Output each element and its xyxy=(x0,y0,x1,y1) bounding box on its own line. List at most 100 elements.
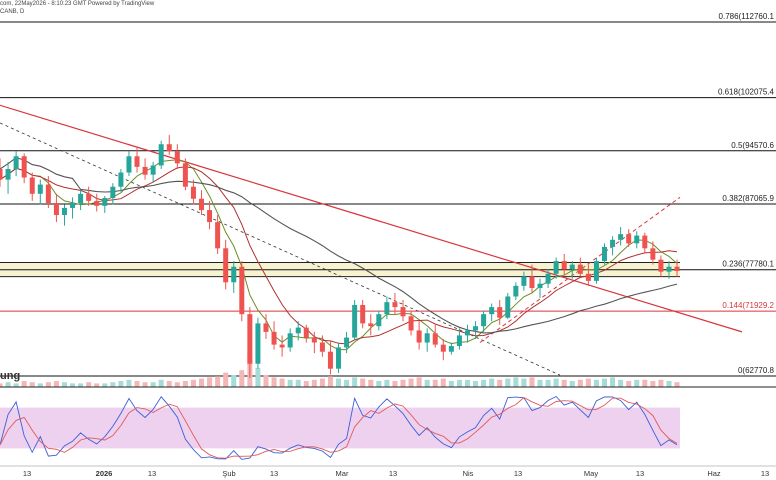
volume-bar-63 xyxy=(505,379,510,387)
candle-body-34 xyxy=(272,332,277,345)
candle-body-67 xyxy=(538,284,543,288)
volume-bar-1 xyxy=(6,382,11,387)
candle-body-76 xyxy=(610,240,615,247)
volume-bar-28 xyxy=(223,373,228,387)
volume-bar-41 xyxy=(328,376,333,387)
candle-body-47 xyxy=(376,314,381,326)
candle-body-19 xyxy=(151,165,156,174)
candle-body-66 xyxy=(529,277,534,288)
volume-bar-6 xyxy=(46,382,51,387)
candle-body-28 xyxy=(223,248,228,282)
volume-bar-49 xyxy=(392,381,397,387)
volume-label: ung xyxy=(0,370,20,382)
candle-body-69 xyxy=(554,261,559,274)
candle-body-50 xyxy=(401,307,406,316)
volume-bar-79 xyxy=(634,380,639,387)
candle-body-14 xyxy=(110,187,115,198)
volume-bar-60 xyxy=(481,380,486,387)
x-tick-label-7: Nis xyxy=(463,469,474,478)
volume-bar-11 xyxy=(86,382,91,387)
volume-bar-74 xyxy=(594,380,599,387)
downtrend-line-red xyxy=(0,105,742,332)
ma-mid-line xyxy=(0,167,677,344)
volume-bar-51 xyxy=(409,379,414,387)
volume-bar-4 xyxy=(30,382,35,387)
candle-body-1 xyxy=(6,169,11,180)
candle-body-61 xyxy=(489,307,494,314)
volume-bar-29 xyxy=(231,375,236,387)
volume-bar-16 xyxy=(126,380,131,387)
candle-body-4 xyxy=(30,178,35,194)
volume-bar-56 xyxy=(449,381,454,387)
candle-body-23 xyxy=(183,163,188,186)
candle-body-6 xyxy=(46,185,51,203)
fib-label-2: 0.5(94570.6 xyxy=(731,141,774,150)
volume-bar-77 xyxy=(618,380,623,387)
volume-bar-61 xyxy=(489,379,494,387)
volume-bar-62 xyxy=(497,380,502,387)
candle-body-53 xyxy=(425,333,430,342)
volume-bar-7 xyxy=(54,381,59,387)
candle-body-60 xyxy=(481,314,486,326)
volume-bar-10 xyxy=(78,383,83,387)
candle-body-81 xyxy=(650,248,655,259)
volume-bar-75 xyxy=(602,379,607,387)
volume-bar-23 xyxy=(183,381,188,387)
candle-body-37 xyxy=(296,328,301,334)
volume-bar-13 xyxy=(102,383,107,387)
volume-bar-52 xyxy=(417,377,422,387)
volume-bar-58 xyxy=(465,380,470,387)
stoch-band xyxy=(0,408,680,449)
ma-fast-line xyxy=(0,160,677,350)
candle-body-74 xyxy=(594,261,599,281)
candle-body-56 xyxy=(449,346,454,352)
volume-bar-71 xyxy=(570,381,575,387)
volume-bar-54 xyxy=(433,380,438,387)
candle-body-22 xyxy=(175,151,180,163)
candle-body-15 xyxy=(118,173,123,187)
candle-body-70 xyxy=(562,261,567,269)
candle-body-11 xyxy=(86,194,91,201)
candle-body-42 xyxy=(336,347,341,368)
volume-bar-68 xyxy=(546,380,551,387)
volume-bar-43 xyxy=(344,380,349,387)
candle-body-24 xyxy=(191,187,196,199)
volume-bar-3 xyxy=(22,381,27,387)
volume-bar-24 xyxy=(191,380,196,387)
candle-body-64 xyxy=(513,286,518,297)
volume-bar-78 xyxy=(626,381,631,387)
volume-bar-21 xyxy=(167,381,172,387)
candle-body-36 xyxy=(288,333,293,347)
x-tick-label-1: 2026 xyxy=(96,469,113,478)
candle-body-41 xyxy=(328,352,333,369)
volume-bar-67 xyxy=(538,380,543,387)
x-tick-label-10: 13 xyxy=(636,469,644,478)
volume-bar-42 xyxy=(336,379,341,387)
volume-bar-48 xyxy=(384,380,389,387)
candle-body-39 xyxy=(312,338,317,343)
volume-bar-32 xyxy=(255,368,260,387)
candle-body-58 xyxy=(465,330,470,335)
fib-label-4: 0.236(77780.1 xyxy=(722,260,774,269)
fib-label-3: 0.382(87065.9 xyxy=(722,194,774,203)
volume-bar-25 xyxy=(199,379,204,387)
candle-body-2 xyxy=(14,156,19,169)
volume-bar-53 xyxy=(425,380,430,387)
candle-body-49 xyxy=(392,302,397,307)
candle-body-31 xyxy=(247,314,252,364)
x-tick-label-3: Şub xyxy=(222,469,235,478)
volume-bar-57 xyxy=(457,380,462,387)
volume-bar-17 xyxy=(135,381,140,387)
fib-label-0: 0.786(112760.1 xyxy=(719,12,775,21)
candle-body-5 xyxy=(38,185,43,194)
volume-bar-15 xyxy=(118,381,123,387)
candle-body-8 xyxy=(62,208,67,215)
candle-body-16 xyxy=(126,156,131,172)
candle-body-55 xyxy=(441,345,446,352)
candle-body-40 xyxy=(320,343,325,352)
candle-body-3 xyxy=(22,156,27,177)
candle-body-73 xyxy=(586,274,591,281)
volume-bar-38 xyxy=(304,381,309,387)
candle-body-35 xyxy=(280,345,285,348)
